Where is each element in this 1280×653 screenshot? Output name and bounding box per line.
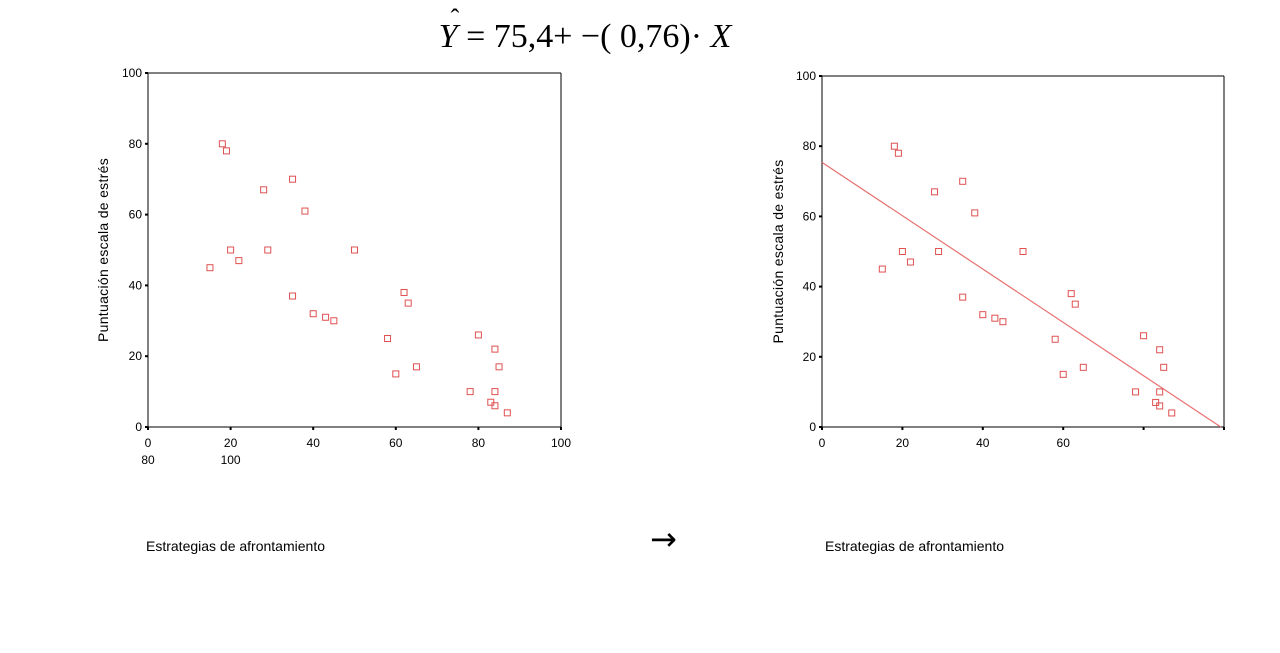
scatter-point xyxy=(491,402,499,410)
x-tick-label: 20 xyxy=(896,436,910,450)
scatter-point xyxy=(222,147,230,155)
scatter-point xyxy=(491,345,499,353)
y-tick-label: 40 xyxy=(803,280,817,294)
scatter-point xyxy=(935,248,943,255)
scatter-point xyxy=(991,314,999,322)
arrow-right-icon: → xyxy=(650,520,677,558)
scatter-point xyxy=(1132,388,1140,396)
hat-symbol: ˆ xyxy=(450,4,460,33)
x-tick-label: 0 xyxy=(145,436,152,450)
scatter-point xyxy=(1051,335,1059,343)
y-tick-label: 100 xyxy=(796,69,816,83)
scatter-point xyxy=(206,264,214,272)
scatter-point xyxy=(384,335,392,342)
scatter-point xyxy=(1168,409,1176,417)
chart-2: 0 20 40 60 80 100 0 20 40 60 Estrategias de afront… xyxy=(770,69,1225,554)
scatter-point xyxy=(1156,346,1164,354)
equation-body: = 75,4+ −( 0,76)· xyxy=(457,18,711,55)
scatter-point xyxy=(412,363,420,371)
scatter-point xyxy=(959,177,967,185)
x-axis-title: Estrategias de afrontamiento xyxy=(146,538,325,554)
scatter-point xyxy=(301,207,309,215)
scatter-point xyxy=(1152,398,1160,406)
scatter-point xyxy=(1079,363,1087,371)
scatter-point xyxy=(351,246,358,254)
scatter-point xyxy=(898,248,906,255)
y-symbol: Y xyxy=(438,18,458,55)
scatter-point xyxy=(330,317,338,325)
scatter-point xyxy=(260,186,268,194)
scatter-point xyxy=(971,209,979,217)
y-axis-title: Puntuación escala de estrés xyxy=(95,158,111,342)
scatter-point xyxy=(1071,300,1079,308)
scatter-point xyxy=(999,318,1007,326)
scatter-point xyxy=(404,299,412,307)
scatter-point xyxy=(1156,388,1164,396)
scatter-point xyxy=(1156,402,1164,410)
y-tick-label: 0 xyxy=(135,420,142,434)
scatter-point xyxy=(474,331,482,339)
scatter-point xyxy=(1067,290,1075,298)
scatter-point xyxy=(906,258,914,266)
scatter-point xyxy=(890,142,898,150)
scatter-point xyxy=(491,388,499,396)
scatter-point xyxy=(979,311,987,319)
scatter-point xyxy=(322,313,330,321)
x-tick-label: 60 xyxy=(389,436,403,450)
regression-line xyxy=(821,161,1222,428)
y-axis-title: Puntuación escala de estrés xyxy=(770,160,786,344)
scatter-point xyxy=(1059,370,1067,378)
y-tick-label: 100 xyxy=(122,66,142,80)
x-tick-label: 40 xyxy=(307,436,321,450)
scatter-point xyxy=(289,292,297,300)
y-tick-label: 80 xyxy=(803,139,817,153)
scatter-point xyxy=(235,257,243,265)
x-tick-label: 20 xyxy=(224,436,238,450)
scatter-point xyxy=(878,265,886,273)
scatter-point xyxy=(264,246,272,254)
y-tick-label: 40 xyxy=(129,278,143,292)
scatter-point xyxy=(495,363,503,371)
scatter-point xyxy=(466,388,474,396)
scatter-point xyxy=(503,409,511,417)
y-tick-label: 60 xyxy=(803,209,817,223)
scatter-point xyxy=(1160,363,1168,371)
x-tick-label: 40 xyxy=(976,436,990,450)
scatter-point xyxy=(289,175,297,183)
scatter-point xyxy=(1140,332,1148,340)
scatter-point xyxy=(392,370,400,378)
scatter-point xyxy=(309,310,317,318)
x-symbol: X xyxy=(710,18,732,55)
scatter-point xyxy=(931,188,939,196)
x-tick-label-second-row: 80 xyxy=(141,453,155,467)
x-tick-label-second-row: 100 xyxy=(221,453,241,467)
scatter-point xyxy=(894,149,902,157)
x-axis-title: Estrategias de afrontamiento xyxy=(825,538,1004,554)
x-tick-label: 60 xyxy=(1057,436,1071,450)
x-tick-label: 80 xyxy=(472,436,486,450)
y-tick-label: 60 xyxy=(129,208,143,222)
scatter-point xyxy=(227,246,235,254)
chart-1: 0 20 40 60 80 100 0 20 40 60 80 100 80 100 Estrategias… xyxy=(95,66,571,554)
scatter-point xyxy=(218,140,226,148)
scatter-point xyxy=(400,288,408,296)
y-tick-label: 20 xyxy=(803,350,817,364)
x-tick-label: 0 xyxy=(819,436,826,450)
scatter-point xyxy=(487,398,495,406)
y-tick-label: 0 xyxy=(809,420,816,434)
y-tick-label: 20 xyxy=(129,349,143,363)
x-tick-label: 100 xyxy=(551,436,571,450)
scatter-point xyxy=(1019,248,1027,255)
y-tick-label: 80 xyxy=(129,137,143,151)
scatter-point xyxy=(959,293,967,301)
